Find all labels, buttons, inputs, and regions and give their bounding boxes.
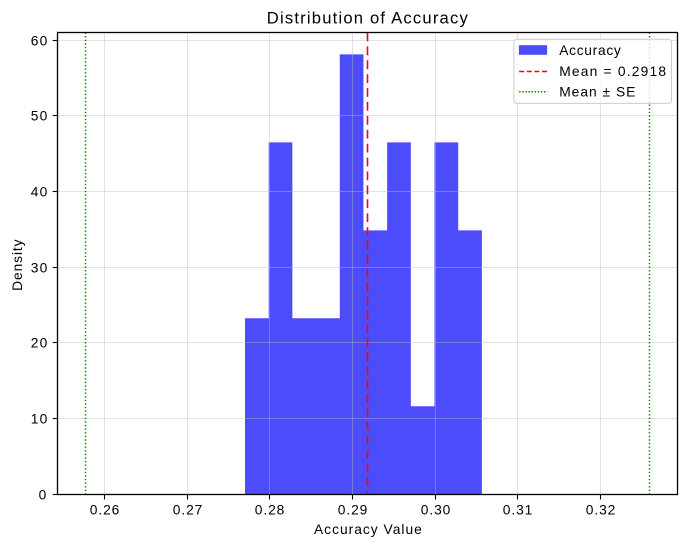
svg-text:0: 0 xyxy=(39,488,48,503)
svg-text:10: 10 xyxy=(31,412,49,427)
svg-text:0.31: 0.31 xyxy=(503,503,533,518)
svg-text:0.30: 0.30 xyxy=(421,503,451,518)
svg-text:Accuracy Value: Accuracy Value xyxy=(314,522,423,537)
svg-text:0.28: 0.28 xyxy=(255,503,285,518)
svg-text:0.26: 0.26 xyxy=(90,503,120,518)
svg-text:Accuracy: Accuracy xyxy=(559,43,621,58)
svg-text:40: 40 xyxy=(31,185,49,200)
svg-text:30: 30 xyxy=(31,261,49,276)
svg-text:20: 20 xyxy=(31,336,49,351)
svg-text:50: 50 xyxy=(31,109,49,124)
svg-text:Mean = 0.2918: Mean = 0.2918 xyxy=(559,64,667,79)
svg-text:Distribution of Accuracy: Distribution of Accuracy xyxy=(267,9,469,28)
svg-text:0.27: 0.27 xyxy=(173,503,203,518)
svg-text:0.32: 0.32 xyxy=(586,503,616,518)
svg-text:Mean ± SE: Mean ± SE xyxy=(559,84,636,99)
svg-text:Density: Density xyxy=(10,239,25,291)
svg-text:0.29: 0.29 xyxy=(338,503,368,518)
svg-text:60: 60 xyxy=(31,34,49,49)
